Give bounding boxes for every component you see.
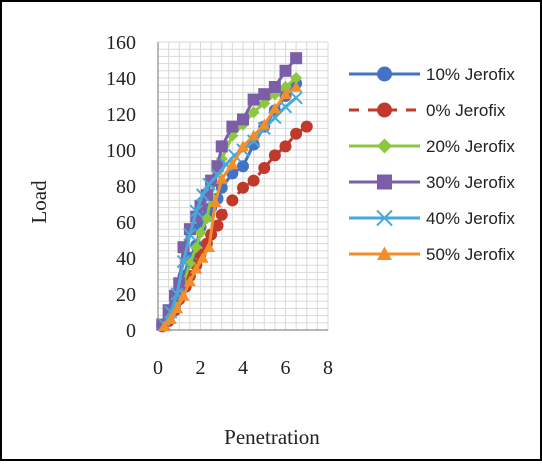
legend-entry: 50% Jerofix — [349, 245, 515, 264]
load-penetration-chart: 0 20 40 60 80 100 120 140 160 0 2 4 6 8 Load Penetrat… — [27, 32, 515, 449]
legend-label: 0% Jerofix — [426, 101, 506, 120]
data-point — [237, 181, 249, 194]
legend-entry: 0% Jerofix — [349, 101, 506, 120]
legend-label: 40% Jerofix — [426, 209, 515, 228]
y-axis-label: Load — [27, 180, 51, 224]
legend-entry: 30% Jerofix — [349, 173, 515, 192]
y-tick-label: 80 — [116, 176, 136, 198]
tick-labels: 0 20 40 60 80 100 120 140 160 0 2 4 6 8 — [106, 32, 333, 379]
data-point — [158, 320, 171, 332]
data-point — [258, 162, 271, 174]
data-point — [300, 120, 313, 133]
y-tick-label: 120 — [106, 104, 136, 126]
data-point — [237, 113, 249, 126]
series-layer — [156, 52, 313, 333]
y-tick-label: 20 — [116, 284, 136, 306]
data-point — [226, 194, 239, 207]
data-point — [190, 262, 203, 274]
data-point — [268, 81, 281, 93]
legend-swatch-marker — [377, 138, 392, 154]
data-point — [247, 106, 260, 119]
data-point — [247, 129, 260, 141]
legend-swatch-marker — [377, 102, 392, 118]
data-point — [195, 188, 210, 202]
data-point — [171, 302, 184, 314]
x-tick-label: 4 — [238, 357, 248, 379]
legend: 10% Jerofix 0% Jerofix 20% Jerofix 30% Jero… — [349, 65, 515, 264]
data-point — [215, 140, 228, 153]
y-tick-label: 0 — [126, 320, 136, 342]
legend-entry: 40% Jerofix — [349, 209, 515, 228]
data-point — [183, 275, 196, 287]
x-tick-label: 0 — [153, 357, 163, 379]
y-tick-label: 140 — [106, 68, 136, 90]
plot-axes — [157, 42, 328, 331]
data-point — [268, 102, 281, 114]
data-point — [258, 118, 271, 130]
data-point — [203, 241, 215, 252]
data-point — [290, 81, 303, 92]
data-point — [196, 252, 209, 263]
data-point — [189, 204, 203, 218]
y-tick-label: 100 — [106, 140, 136, 162]
data-point — [183, 257, 196, 270]
data-point — [177, 289, 190, 301]
legend-label: 30% Jerofix — [426, 173, 515, 192]
data-point — [278, 100, 293, 114]
data-point — [200, 212, 213, 225]
data-point — [279, 81, 292, 93]
data-point — [211, 219, 224, 232]
data-point — [289, 91, 303, 105]
data-point — [247, 93, 260, 106]
x-tick-label: 2 — [196, 357, 206, 379]
series-6 — [158, 81, 303, 332]
legend-label: 50% Jerofix — [426, 245, 515, 264]
data-point — [215, 172, 228, 184]
data-point — [176, 254, 191, 269]
legend-entry: 20% Jerofix — [349, 137, 515, 156]
legend-swatch-marker — [376, 209, 393, 227]
data-point — [290, 52, 303, 65]
legend-label: 20% Jerofix — [426, 137, 515, 156]
legend-swatch-marker — [377, 246, 392, 260]
legend-label: 10% Jerofix — [426, 65, 515, 84]
legend-entry: 10% Jerofix — [349, 65, 515, 84]
data-point — [290, 127, 303, 140]
y-tick-label: 60 — [116, 212, 136, 234]
data-point — [237, 160, 249, 173]
x-tick-label: 8 — [323, 357, 333, 379]
data-point — [226, 120, 239, 133]
data-point — [247, 174, 260, 187]
legend-swatch-marker — [377, 66, 392, 82]
data-point — [268, 149, 281, 162]
data-point — [258, 88, 271, 101]
data-point — [290, 72, 303, 84]
data-point — [194, 226, 207, 239]
data-point — [190, 241, 203, 254]
x-axis-label: Penetration — [224, 425, 320, 449]
data-point — [226, 158, 239, 170]
data-point — [209, 196, 222, 207]
x-tick-label: 6 — [281, 357, 291, 379]
data-point — [279, 140, 292, 153]
data-point — [183, 227, 197, 242]
data-point — [164, 313, 177, 324]
y-tick-label: 160 — [106, 32, 136, 54]
data-point — [215, 208, 228, 221]
y-tick-label: 40 — [116, 248, 136, 270]
data-point — [279, 64, 292, 77]
data-point — [237, 140, 249, 152]
data-point — [279, 88, 292, 99]
legend-swatch-marker — [377, 174, 392, 190]
